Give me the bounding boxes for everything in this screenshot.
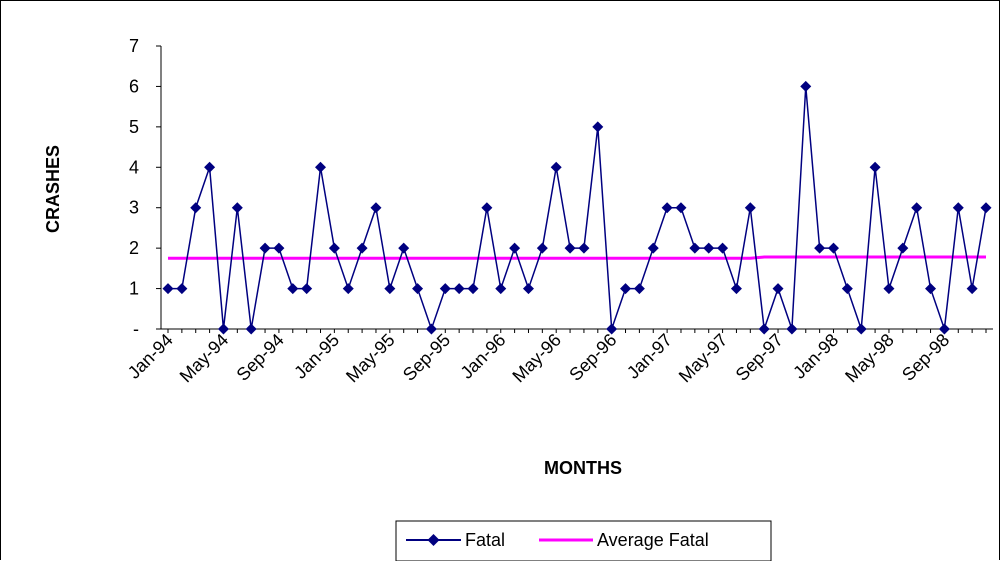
fatal-point [370,202,382,214]
fatal-point [245,323,257,335]
fatal-point [315,161,327,173]
fatal-point [328,242,340,254]
x-tick-label: May-96 [508,330,565,387]
fatal-point [980,202,992,214]
fatal-point [509,242,521,254]
axes [160,46,993,330]
series-layer [162,80,992,335]
fatal-point [592,121,604,133]
fatal-point [620,283,632,295]
fatal-point [398,242,410,254]
fatal-point [633,283,645,295]
fatal-point [661,202,673,214]
fatal-point [925,283,937,295]
fatal-point [162,283,174,295]
y-tick-label: 1 [129,279,139,299]
fatal-point [176,283,188,295]
fatal-point [384,283,396,295]
x-tick-label: Sep-95 [399,330,454,385]
x-tick-label: Sep-96 [565,330,620,385]
x-tick-label: May-94 [176,330,233,387]
fatal-point [855,323,867,335]
fatal-point [827,242,839,254]
y-axis-title: CRASHES [43,145,63,233]
y-tick-label: - [133,319,139,339]
legend: Fatal Average Fatal [395,520,772,561]
y-tick-label: 4 [129,157,139,177]
y-tick-label: 6 [129,76,139,96]
fatal-point [966,283,978,295]
legend-fatal-marker [427,534,440,546]
fatal-point [841,283,853,295]
fatal-point [689,242,701,254]
fatal-point [273,242,285,254]
y-tick-label: 3 [129,198,139,218]
y-tick-label: 5 [129,117,139,137]
y-tick-label: 2 [129,238,139,258]
y-tick-label: 7 [129,36,139,56]
fatal-point [204,161,216,173]
fatal-point [259,242,271,254]
average-fatal-line [168,255,986,260]
fatal-point [522,283,534,295]
y-axis-ticks: - 1 2 3 4 5 6 7 [129,36,161,339]
fatal-point [287,283,299,295]
legend-fatal-label: Fatal [465,530,505,550]
fatal-point [911,202,923,214]
fatal-point [814,242,826,254]
fatal-point [897,242,909,254]
fatal-point [231,202,243,214]
fatal-point [481,202,493,214]
fatal-point [952,202,964,214]
x-tick-label: Sep-98 [898,330,953,385]
fatal-line [168,86,987,332]
fatal-point [412,283,424,295]
fatal-point [883,283,895,295]
x-tick-label: Sep-94 [233,330,288,385]
fatal-point [938,323,950,335]
legend-average-label: Average Fatal [597,530,709,550]
x-tick-label: Jan-98 [789,330,842,383]
fatal-point [356,242,368,254]
x-tick-label: Jan-97 [623,330,676,383]
fatal-point [439,283,451,295]
x-tick-label: Sep-97 [732,330,787,385]
fatal-point [550,161,562,173]
fatal-point [786,323,798,335]
fatal-point [190,202,202,214]
x-tick-label: May-98 [841,330,898,387]
fatal-point [730,283,742,295]
x-axis-title: MONTHS [544,458,622,478]
fatal-point [217,323,229,335]
fatal-point [772,283,784,295]
fatal-point [578,242,590,254]
fatal-point [703,242,715,254]
fatal-point [800,80,812,92]
x-tick-label: Jan-96 [457,330,510,383]
fatal-point [675,202,687,214]
fatal-point [647,242,659,254]
fatal-point [453,283,465,295]
fatal-point [606,323,618,335]
x-tick-label: Jan-94 [124,330,177,383]
fatal-point [536,242,548,254]
fatal-point [467,283,479,295]
fatal-point [425,323,437,335]
fatal-point [744,202,756,214]
fatal-point [758,323,770,335]
fatal-point [495,283,507,295]
fatal-point [869,161,881,173]
x-tick-label: May-97 [675,330,732,387]
fatal-point [564,242,576,254]
fatal-point [342,283,354,295]
x-tick-label: May-95 [342,330,399,387]
fatal-point [717,242,729,254]
fatal-point [301,283,313,295]
x-tick-label: Jan-95 [290,330,343,383]
